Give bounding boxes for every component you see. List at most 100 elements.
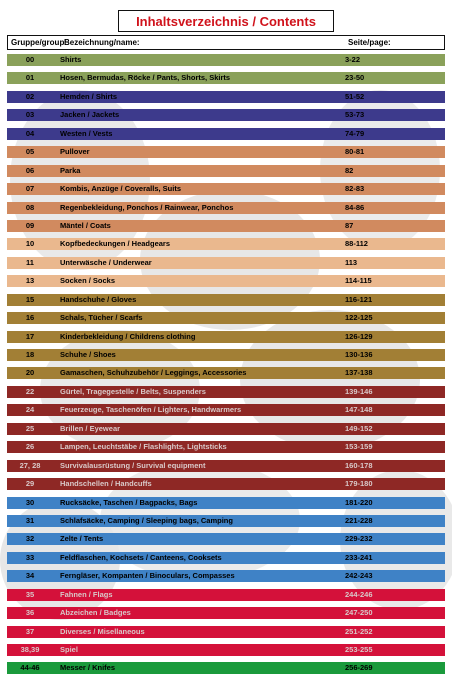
contents-row: 17 Kinderbekleidung / Childrens clothing 1… bbox=[7, 330, 445, 343]
group-name: Kombis, Anzüge / Coveralls, Suits bbox=[60, 184, 181, 194]
page-range: 126-129 bbox=[345, 331, 373, 341]
group-name: Gürtel, Tragegestelle / Belts, Suspender… bbox=[60, 386, 206, 396]
page-range: 3-22 bbox=[345, 55, 361, 64]
group-name: Diverses / Misellaneous bbox=[60, 626, 145, 636]
contents-row: 00 Shirts 3-22 bbox=[7, 54, 445, 66]
group-name: Lampen, Leuchtstäbe / Flashlights, Light… bbox=[60, 442, 227, 452]
group-number: 11 bbox=[26, 257, 34, 267]
group-number: 33 bbox=[25, 552, 35, 562]
group-number: 18 bbox=[25, 350, 35, 359]
page-range: 82-83 bbox=[345, 184, 365, 194]
group-name: Schals, Tücher / Scarfs bbox=[60, 313, 143, 323]
contents-row: 04 Westen / Vests 74-79 bbox=[7, 127, 445, 140]
contents-row: 24 Feuerzeuge, Taschenöfen / Lighters, Ha… bbox=[7, 404, 445, 417]
group-number: 34 bbox=[25, 571, 35, 581]
group-name: Survivalausrüstung / Survival equipment bbox=[60, 460, 206, 470]
group-name: Kopfbedeckungen / Headgears bbox=[60, 239, 171, 249]
group-name: Feuerzeuge, Taschenöfen / Lighters, Hand… bbox=[60, 405, 242, 415]
group-number: 01 bbox=[25, 73, 35, 83]
group-name: Kinderbekleidung / Childrens clothing bbox=[60, 331, 196, 341]
group-number: 37 bbox=[25, 626, 35, 636]
page-range: 181-220 bbox=[345, 497, 373, 507]
group-number: 08 bbox=[25, 202, 35, 212]
contents-row: 26 Lampen, Leuchtstäbe / Flashlights, Lig… bbox=[7, 441, 445, 454]
contents-row: 15 Handschuhe / Gloves 116-121 bbox=[7, 293, 445, 306]
contents-row: 20 Gamaschen, Schuhzubehör / Leggings, Ac… bbox=[7, 367, 445, 380]
contents-row: 03 Jacken / Jackets 53-73 bbox=[7, 109, 445, 122]
page-range: 130-136 bbox=[345, 350, 373, 359]
page-range: 160-178 bbox=[345, 460, 373, 470]
group-number: 06 bbox=[25, 165, 35, 175]
contents-row: 34 Ferngläser, Kompanten / Binoculars, Co… bbox=[7, 570, 445, 583]
page-range: 147-148 bbox=[345, 405, 373, 415]
group-number: 27, 28 bbox=[19, 460, 41, 470]
group-name: Regenbekleidung, Ponchos / Rainwear, Pon… bbox=[60, 202, 234, 212]
contents-row: 18 Schuhe / Shoes 130-136 bbox=[7, 349, 445, 361]
group-number: 04 bbox=[25, 128, 35, 138]
page-range: 114-115 bbox=[345, 276, 372, 286]
group-name: Schlafsäcke, Camping / Sleeping bags, Ca… bbox=[60, 515, 233, 525]
page-range: 179-180 bbox=[345, 479, 373, 489]
contents-row: 16 Schals, Tücher / Scarfs 122-125 bbox=[7, 312, 445, 325]
contents-row: 29 Handschellen / Handcuffs 179-180 bbox=[7, 478, 445, 491]
group-name: Westen / Vests bbox=[60, 128, 113, 138]
group-number: 16 bbox=[25, 313, 35, 323]
contents-row: 36 Abzeichen / Badges 247-250 bbox=[7, 607, 445, 620]
header-name: Bezeichnung/name: bbox=[64, 38, 140, 47]
group-number: 26 bbox=[25, 442, 35, 452]
page-range: 247-250 bbox=[345, 608, 373, 618]
group-number: 22 bbox=[25, 386, 35, 396]
page-range: 87 bbox=[345, 220, 354, 230]
page-range: 251-252 bbox=[345, 626, 373, 636]
contents-row: 44-46 Messer / Knifes 256-269 bbox=[7, 662, 445, 675]
group-name: Rucksäcke, Taschen / Bagpacks, Bags bbox=[60, 497, 198, 507]
page-range: 242-243 bbox=[345, 571, 373, 581]
group-number: 05 bbox=[25, 147, 35, 157]
page-range: 88-112 bbox=[345, 239, 368, 249]
page-range: 53-73 bbox=[345, 110, 365, 120]
contents-row: 33 Feldflaschen, Kochsets / Canteens, Coo… bbox=[7, 551, 445, 564]
page-range: 256-269 bbox=[345, 663, 373, 673]
page-range: 116-121 bbox=[345, 294, 373, 304]
group-number: 35 bbox=[25, 589, 35, 599]
contents-row: 25 Brillen / Eyewear 149-152 bbox=[7, 422, 445, 435]
group-number: 03 bbox=[25, 110, 35, 120]
group-name: Fahnen / Flags bbox=[60, 589, 113, 599]
group-number: 17 bbox=[25, 331, 35, 341]
group-number: 10 bbox=[25, 239, 35, 249]
group-name: Feldflaschen, Kochsets / Canteens, Cooks… bbox=[60, 552, 222, 562]
group-number: 25 bbox=[25, 423, 35, 433]
page-range: 153-159 bbox=[345, 442, 373, 452]
group-number: 44-46 bbox=[20, 663, 40, 673]
page-range: 113 bbox=[345, 257, 358, 267]
page-range: 84-86 bbox=[345, 202, 365, 212]
page-range: 137-138 bbox=[345, 368, 373, 378]
page-title: Inhaltsverzeichnis / Contents bbox=[118, 10, 334, 32]
page-range: 149-152 bbox=[345, 423, 373, 433]
page-range: 229-232 bbox=[345, 534, 373, 544]
group-number: 38,39 bbox=[20, 645, 40, 654]
group-name: Hemden / Shirts bbox=[60, 91, 118, 101]
contents-row: 01 Hosen, Bermudas, Röcke / Pants, Shorts… bbox=[7, 72, 445, 85]
group-name: Brillen / Eyewear bbox=[60, 423, 121, 433]
group-name: Messer / Knifes bbox=[60, 663, 116, 673]
contents-row: 08 Regenbekleidung, Ponchos / Rainwear, P… bbox=[7, 201, 445, 214]
group-number: 30 bbox=[25, 497, 35, 507]
contents-table: 00 Shirts 3-22 01 Hosen, Bermudas, Röcke / P… bbox=[7, 54, 445, 681]
page-range: 23-50 bbox=[345, 73, 365, 83]
contents-page: Inhaltsverzeichnis / Contents Gruppe/gro… bbox=[0, 10, 452, 675]
contents-row: 32 Zelte / Tents 229-232 bbox=[7, 533, 445, 546]
header-page: Seite/page: bbox=[348, 38, 391, 47]
contents-row: 31 Schlafsäcke, Camping / Sleeping bags, … bbox=[7, 514, 445, 527]
group-number: 02 bbox=[25, 91, 35, 101]
group-name: Schuhe / Shoes bbox=[60, 350, 116, 359]
group-name: Abzeichen / Badges bbox=[60, 608, 131, 618]
page-range: 51-52 bbox=[345, 91, 365, 101]
page-range: 80-81 bbox=[345, 147, 365, 157]
contents-row: 10 Kopfbedeckungen / Headgears 88-112 bbox=[7, 238, 445, 251]
group-name: Parka bbox=[60, 165, 81, 175]
page-range: 74-79 bbox=[345, 128, 365, 138]
group-number: 00 bbox=[25, 55, 35, 64]
group-number: 31 bbox=[25, 515, 35, 525]
group-number: 15 bbox=[25, 294, 35, 304]
